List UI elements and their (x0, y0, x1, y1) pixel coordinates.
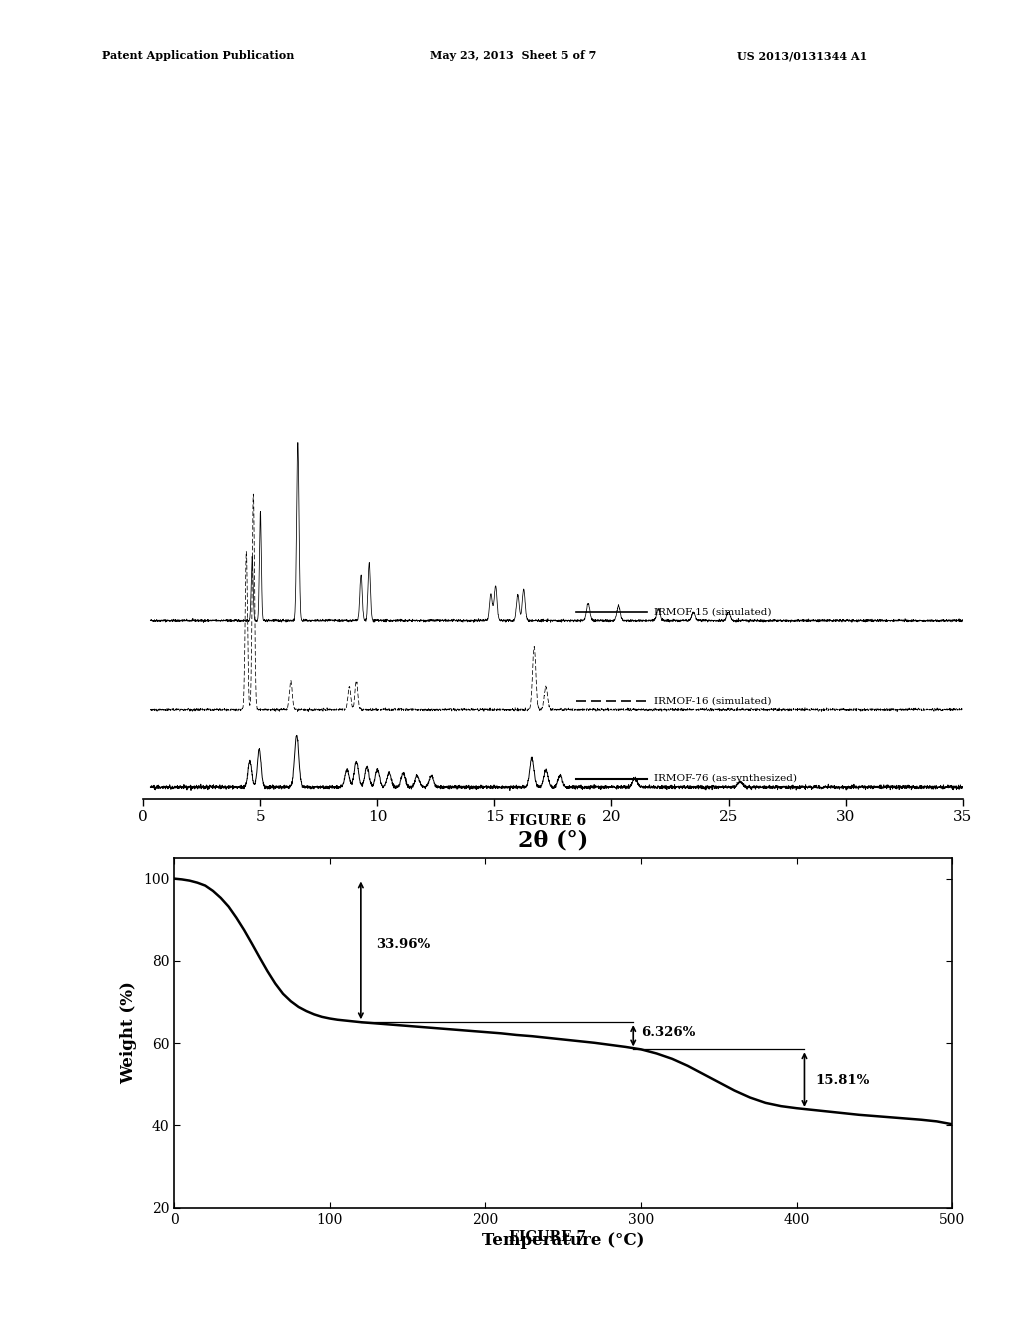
X-axis label: 2θ (°): 2θ (°) (518, 830, 588, 851)
Text: 6.326%: 6.326% (641, 1027, 695, 1039)
Text: US 2013/0131344 A1: US 2013/0131344 A1 (737, 50, 867, 61)
Text: FIGURE 7: FIGURE 7 (509, 1230, 587, 1245)
Text: IRMOF-16 (simulated): IRMOF-16 (simulated) (653, 697, 771, 705)
Text: 33.96%: 33.96% (377, 939, 431, 950)
Text: IRMOF-76 (as-synthesized): IRMOF-76 (as-synthesized) (653, 774, 797, 783)
Text: IRMOF-15 (simulated): IRMOF-15 (simulated) (653, 607, 771, 616)
Text: May 23, 2013  Sheet 5 of 7: May 23, 2013 Sheet 5 of 7 (430, 50, 596, 61)
X-axis label: Temperature (°C): Temperature (°C) (482, 1232, 644, 1249)
Text: 15.81%: 15.81% (815, 1073, 869, 1086)
Text: FIGURE 6: FIGURE 6 (509, 814, 587, 829)
Y-axis label: Weight (%): Weight (%) (120, 982, 137, 1084)
Text: Patent Application Publication: Patent Application Publication (102, 50, 295, 61)
